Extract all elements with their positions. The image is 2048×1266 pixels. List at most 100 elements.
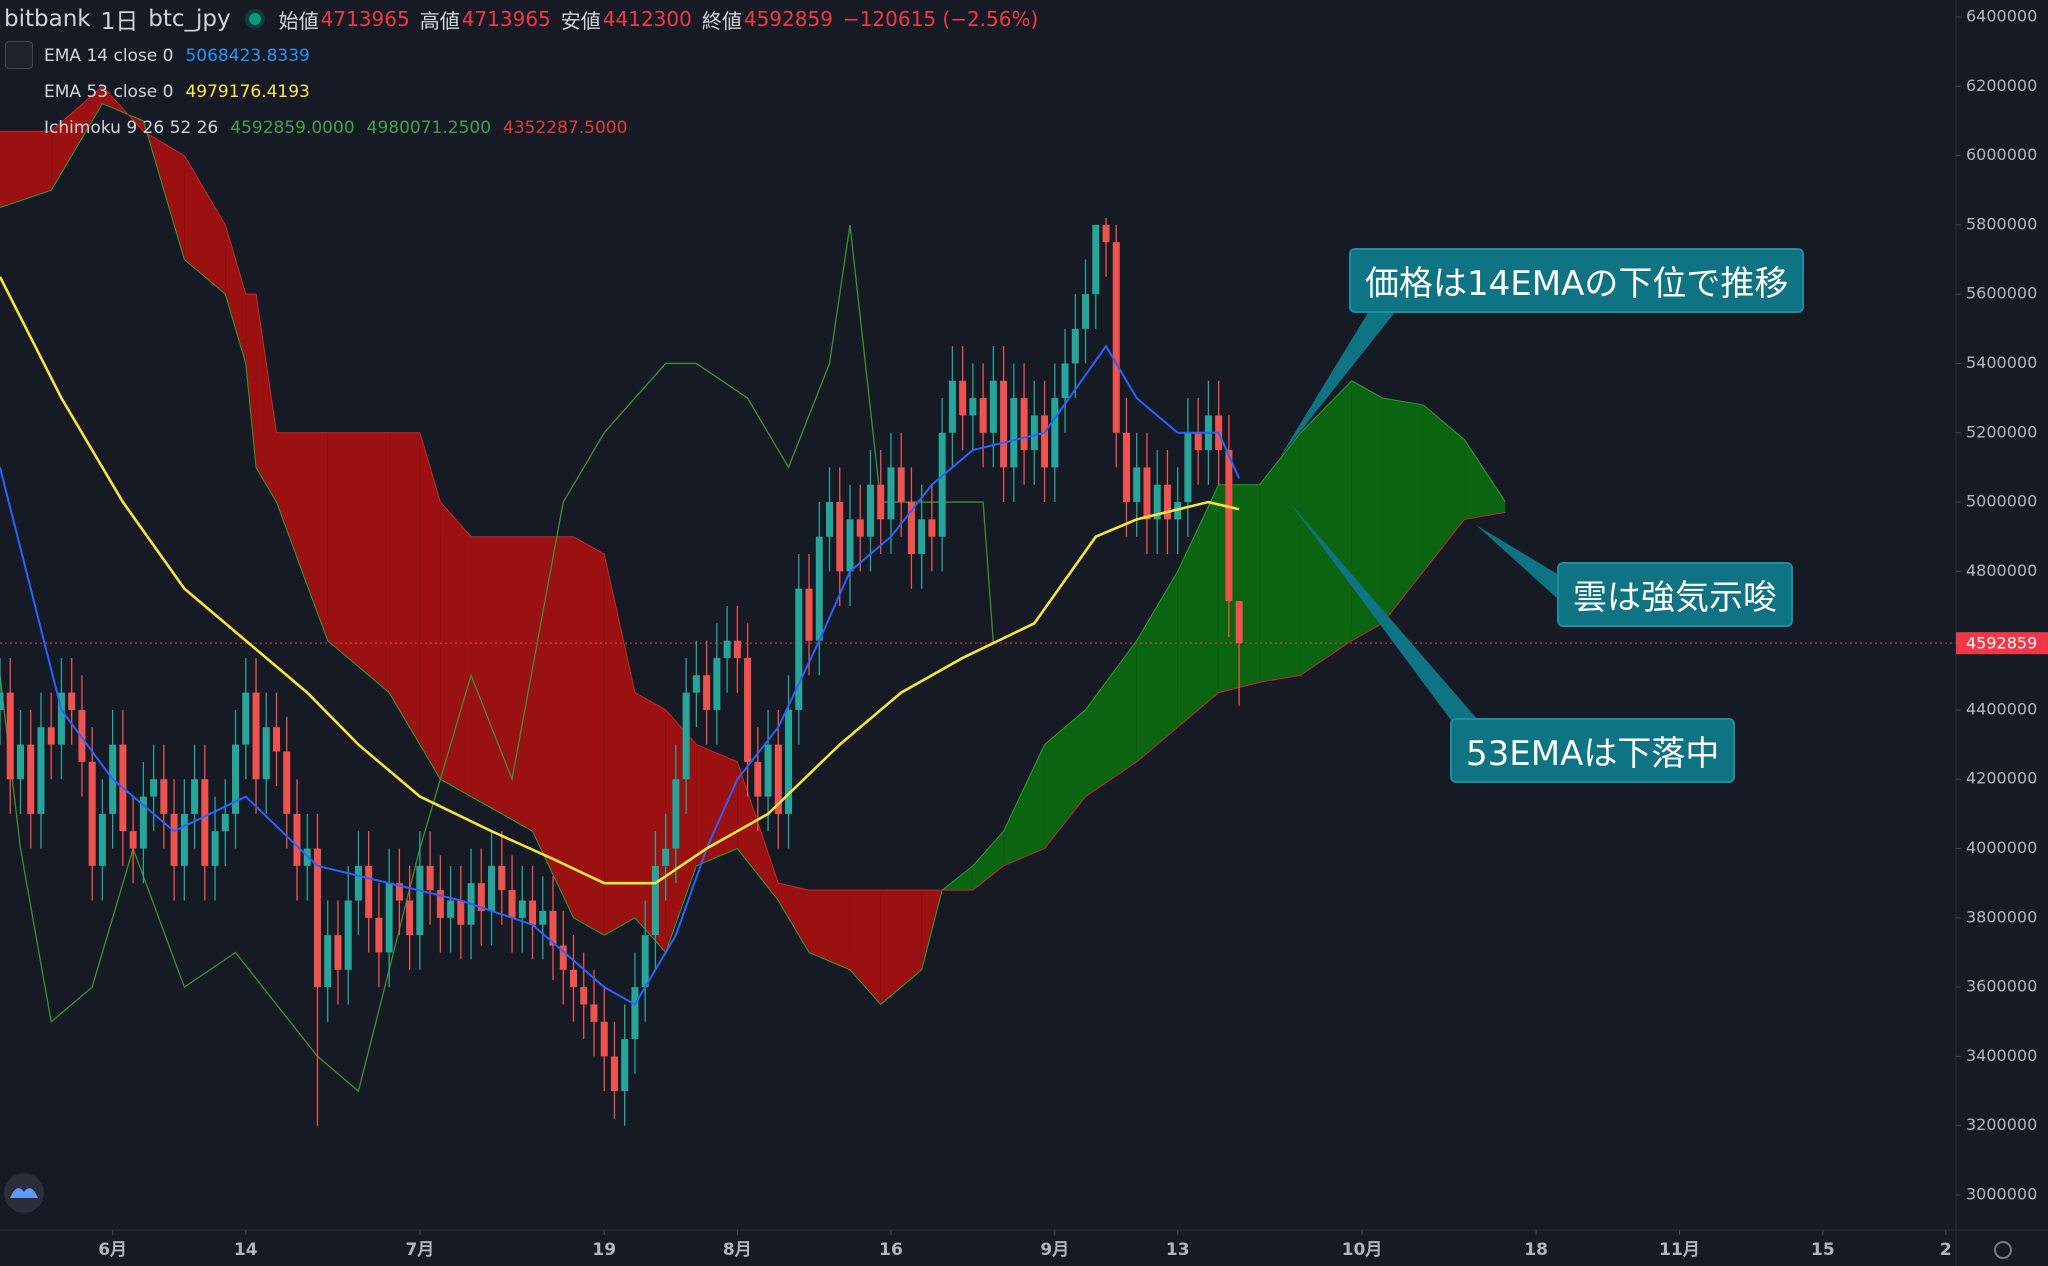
cloud-segment [389, 432, 420, 745]
plot-area [0, 85, 1956, 1126]
y-tick-label: 4200000 [1966, 769, 2037, 788]
candle-body [948, 380, 956, 433]
candle-body [447, 900, 455, 918]
cloud-segment [1003, 744, 1045, 866]
cloud-segment [184, 155, 226, 295]
x-tick-label: 2 [1940, 1240, 1952, 1260]
candle-body [283, 751, 291, 814]
candle-body [488, 865, 496, 911]
candle-body [1122, 432, 1130, 503]
candle-body [610, 1056, 618, 1092]
annotation: 雲は強気示唆 [1557, 562, 1793, 627]
span-b-line [0, 85, 1506, 891]
candle-body [1000, 380, 1008, 468]
candle-body [785, 709, 793, 814]
candle-body [98, 813, 106, 866]
candle-body [907, 502, 915, 555]
candle-body [313, 848, 321, 988]
cloud-segment [1177, 484, 1219, 728]
candle-body [385, 883, 393, 953]
callout-pointer [1476, 525, 1559, 600]
candle-body [641, 935, 649, 988]
candle-body [764, 744, 772, 797]
candle-body [232, 744, 240, 814]
candle-body [518, 900, 526, 918]
indicator-row: EMA 14 close 0 5068423.8339 [0, 38, 627, 74]
interval[interactable]: 1日 [100, 9, 139, 35]
x-tick-label: 14 [234, 1240, 258, 1260]
annotation: 53EMAは下落中 [1450, 718, 1736, 783]
x-tick-label: 7月 [405, 1240, 434, 1260]
candle-body [68, 692, 76, 710]
ohlc-value: 4713965 [461, 7, 551, 31]
candle-body [682, 692, 690, 780]
x-tick-label: 13 [1166, 1240, 1190, 1260]
candle-body [6, 692, 14, 780]
cloud-segment [604, 554, 635, 936]
candle-body [457, 900, 465, 925]
cloud-segment [880, 890, 922, 1005]
candle-body [47, 727, 55, 745]
candle-body [1102, 224, 1110, 243]
candle-body [713, 657, 721, 710]
last-price-label: 4592859 [1966, 634, 2037, 653]
y-tick-label: 4400000 [1966, 699, 2037, 718]
candle-body [211, 831, 219, 866]
candle-body [795, 588, 803, 710]
y-tick-label: 4800000 [1966, 561, 2037, 580]
x-tick-label: 8月 [723, 1240, 752, 1260]
change: −120615 (−2.56%) [842, 7, 1039, 31]
y-tick-label: 6000000 [1966, 145, 2037, 164]
ema-line [0, 344, 1241, 1006]
cloud-segment [849, 890, 881, 1005]
x-tick-label: 9月 [1040, 1240, 1069, 1260]
candle-body [754, 761, 762, 797]
y-tick-label: 3200000 [1966, 1115, 2037, 1134]
candle-body [334, 935, 342, 970]
callout-pointer [1280, 311, 1396, 457]
candle-body [621, 1039, 629, 1092]
ohlc-value: 4592859 [743, 7, 833, 31]
cloud-segment [440, 502, 472, 797]
candle-body [57, 692, 65, 745]
y-tick-label: 3400000 [1966, 1046, 2037, 1065]
indicator-row: Ichimoku 9 26 52 26 4592859.0000 4980071.2… [0, 110, 627, 146]
candle-body [774, 744, 782, 814]
cloud-segment [1259, 432, 1301, 683]
y-tick-label: 5600000 [1966, 284, 2037, 303]
cloud-segment [1136, 571, 1178, 762]
candle-body [365, 865, 373, 918]
candle-body [600, 1021, 608, 1057]
ohlc-label: 安値 [560, 8, 601, 33]
candle-body [979, 398, 987, 433]
candle-body [180, 813, 188, 866]
candle-body [354, 865, 362, 901]
candle-body [252, 692, 260, 780]
candle-body [559, 945, 567, 970]
candle-body [498, 865, 506, 891]
y-tick-label: 6400000 [1966, 6, 2037, 25]
cloud-segment [0, 131, 52, 208]
settings-icon[interactable] [1994, 1241, 2012, 1259]
candle-body [426, 865, 434, 891]
y-tick-label: 3800000 [1966, 907, 2037, 926]
candle-body [539, 910, 547, 925]
cloud-segment [1044, 709, 1086, 849]
candle-body [703, 675, 711, 710]
candle-body [170, 813, 178, 866]
candle-body [324, 935, 332, 988]
x-tick-label: 6月 [98, 1240, 127, 1260]
y-tick-label: 5200000 [1966, 422, 2037, 441]
collapse-button[interactable] [5, 41, 33, 69]
cloud-segment [1300, 380, 1352, 676]
candle-body [549, 910, 557, 946]
candle-body [733, 640, 741, 658]
symbol: btc_jpy [148, 6, 231, 32]
ohlc-label: 高値 [419, 8, 460, 33]
candle-body [1143, 467, 1151, 520]
candle-body [1153, 484, 1161, 520]
annotation: 価格は14EMAの下位で推移 [1349, 248, 1805, 313]
candle-body [273, 727, 281, 752]
